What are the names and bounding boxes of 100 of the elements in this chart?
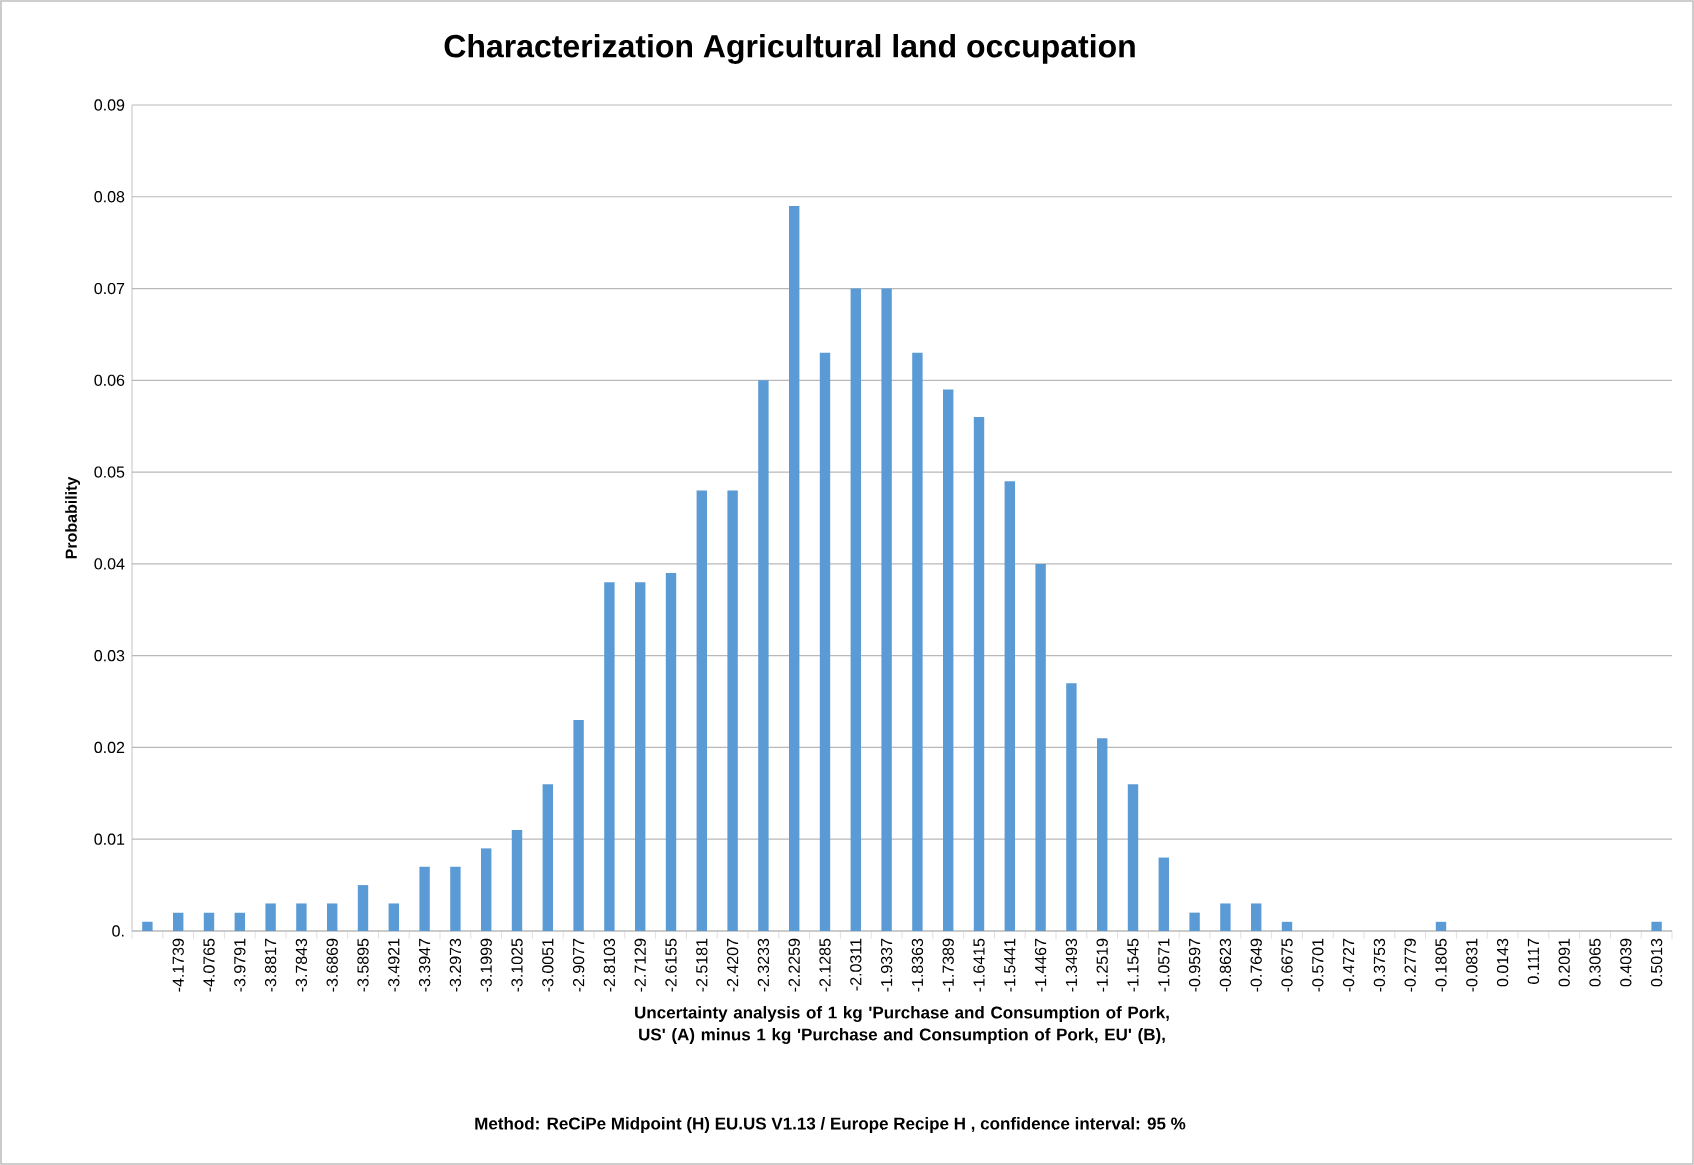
bar — [419, 866, 430, 931]
bar — [1127, 784, 1139, 931]
x-tick-label: 0.5013 — [1650, 938, 1663, 987]
y-tick-label: 0.09 — [94, 99, 125, 111]
bar — [758, 380, 769, 931]
x-tick-label: -4.0765 — [203, 938, 215, 992]
x-tick-label: -0.8623 — [1219, 938, 1232, 992]
x-tick-label: -2.0311 — [850, 938, 862, 991]
x-tick-label: 0.0143 — [1496, 938, 1509, 987]
bar — [327, 903, 338, 931]
bar — [234, 912, 245, 931]
x-tick-label: -1.2519 — [1096, 938, 1108, 992]
x-tick-label: -1.9337 — [880, 938, 893, 992]
y-tick-label: 0.02 — [94, 741, 125, 754]
bar — [1435, 921, 1447, 931]
x-tick-label: -0.0831 — [1466, 938, 1478, 992]
bar — [173, 912, 184, 931]
x-tick-label: -3.4921 — [388, 938, 400, 992]
y-tick-label: 0.03 — [94, 650, 125, 662]
bar — [881, 288, 892, 931]
bar — [511, 830, 523, 931]
x-tick-label: -3.9791 — [234, 938, 246, 992]
bar — [1158, 857, 1169, 931]
bar — [912, 352, 923, 931]
bar — [1066, 683, 1077, 931]
x-tick-label: -0.5701 — [1312, 938, 1324, 992]
bar — [1281, 921, 1293, 931]
chart-title: Characterization Agricultural land occupation — [444, 34, 1135, 64]
x-tick-label: 0.3065 — [1589, 938, 1601, 987]
bar — [819, 352, 831, 931]
x-tick-label: -3.8817 — [264, 938, 277, 992]
y-tick-label: 0.07 — [94, 282, 125, 295]
bar — [142, 921, 153, 931]
bar — [727, 490, 738, 931]
x-tick-label: -0.3753 — [1373, 938, 1386, 992]
x-axis-title: Uncertainty analysis of 1 kg 'Purchase and Consumption of Pork, US' (A) minus 1 kg 'Purchase and Consumption of Pork, EU' (B), — [635, 1006, 1169, 1044]
x-tick-label: -0.9597 — [1188, 938, 1201, 992]
x-tick-label: -3.3947 — [418, 938, 431, 992]
bar — [1651, 921, 1662, 931]
bar — [481, 848, 492, 931]
x-tick-label: -3.0051 — [542, 938, 554, 992]
x-tick-label: 0.4039 — [1620, 938, 1632, 987]
x-tick-label: -2.7129 — [634, 938, 646, 992]
x-tick-label: -2.6155 — [665, 938, 677, 992]
bar — [1251, 903, 1262, 931]
bar — [265, 903, 276, 931]
x-tick-label: -3.5895 — [357, 938, 369, 992]
x-tick-label: -2.4207 — [726, 938, 739, 992]
x-tick-label: -1.7389 — [942, 938, 954, 992]
x-tick-label: -3.1999 — [480, 938, 492, 992]
x-tick-label: -3.7843 — [295, 938, 308, 992]
bar — [943, 389, 954, 931]
bar — [789, 205, 800, 931]
bar — [604, 582, 615, 931]
y-tick-label: 0.01 — [94, 833, 125, 845]
x-tick-label: -1.4467 — [1034, 938, 1047, 992]
bar — [1035, 563, 1046, 931]
y-tick-label: 0.04 — [94, 558, 125, 570]
x-tick-label: -1.3493 — [1065, 938, 1078, 992]
bar — [542, 784, 553, 931]
bar — [665, 573, 677, 931]
x-tick-label: -2.2259 — [788, 938, 800, 992]
y-tick-label: 0. — [112, 925, 124, 937]
bar — [1097, 738, 1108, 931]
bar — [388, 903, 399, 931]
x-tick-label: -2.8103 — [603, 938, 616, 992]
y-axis-title: Probability — [65, 476, 81, 559]
bar — [1004, 481, 1016, 931]
x-tick-label: -2.3233 — [757, 938, 770, 992]
x-tick-label: -0.7649 — [1250, 938, 1262, 992]
x-tick-label: -2.1285 — [819, 938, 831, 992]
x-tick-label: -2.9077 — [572, 938, 585, 992]
x-tick-label: -0.1805 — [1435, 938, 1447, 992]
x-tick-label: -0.2779 — [1404, 938, 1416, 992]
bar — [1189, 912, 1200, 931]
bar — [635, 582, 646, 931]
x-tick-label: -3.6869 — [326, 938, 338, 992]
bar — [573, 719, 584, 931]
x-tick-label: -1.5441 — [1004, 938, 1016, 992]
bar — [296, 903, 307, 931]
bar — [450, 866, 461, 931]
y-tick-label: 0.06 — [94, 374, 125, 386]
x-tick-label: 0.1117 — [1527, 938, 1540, 984]
bar — [973, 417, 985, 931]
y-tick-label: 0.08 — [94, 191, 125, 203]
x-tick-label: -4.1739 — [172, 938, 184, 992]
x-tick-label: -1.0571 — [1158, 938, 1170, 992]
bar — [357, 885, 369, 931]
x-tick-label: 0.2091 — [1558, 938, 1570, 987]
bar — [850, 288, 861, 931]
bar — [203, 912, 215, 931]
y-tick-label: 0.05 — [94, 466, 125, 478]
x-tick-label: -3.2973 — [449, 938, 462, 992]
x-tick-label: -1.8363 — [911, 938, 924, 992]
bar — [696, 490, 708, 931]
x-tick-label: -0.6675 — [1281, 938, 1293, 992]
x-tick-label: -1.6415 — [973, 938, 985, 992]
x-tick-label: -2.5181 — [696, 938, 708, 992]
bar — [1220, 903, 1231, 931]
x-tick-label: -1.1545 — [1127, 938, 1139, 992]
